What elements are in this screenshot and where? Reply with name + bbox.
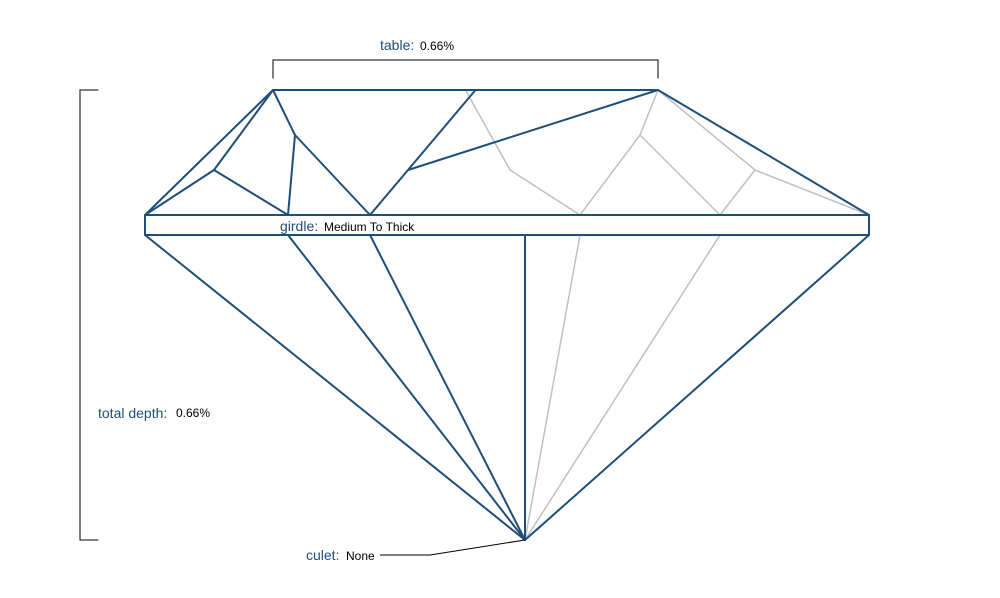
total-depth-label-value: 0.66% (176, 407, 210, 419)
girdle-label-value: Medium To Thick (324, 221, 414, 233)
pavilion-left (145, 235, 525, 540)
girdle-label-key: girdle: (280, 219, 318, 233)
pavilion-facet-dark (370, 235, 525, 540)
pavilion-facet-dark (288, 235, 525, 540)
table-label-key: table: (380, 38, 414, 52)
pavilion-facet-light (525, 235, 580, 540)
girdle-band (145, 215, 869, 235)
crown-facets-light (510, 90, 755, 215)
table-label-value: 0.66% (420, 40, 454, 52)
culet-leader (380, 540, 525, 555)
crown-slope-right (658, 90, 869, 215)
culet-label-key: culet: (306, 548, 339, 562)
total-depth-label-key: total depth: (98, 406, 167, 420)
pavilion-right (525, 235, 869, 540)
crown-facets-dark (214, 90, 408, 215)
diamond-diagram (0, 0, 1000, 598)
crown-slope-left (145, 90, 273, 215)
pavilion-facet-light (525, 235, 720, 540)
culet-label-value: None (346, 550, 375, 562)
